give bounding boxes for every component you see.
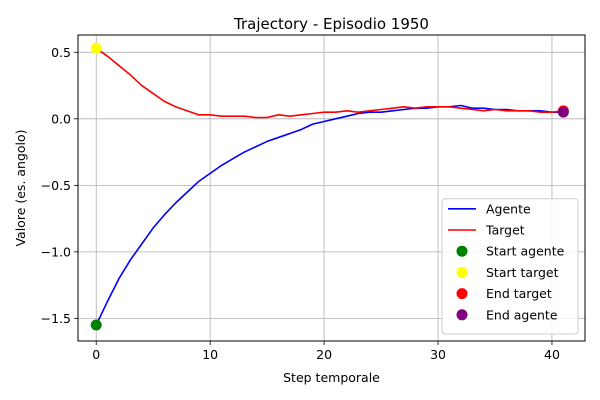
legend-box <box>441 198 579 335</box>
legend: Agente Target Start agente Start target End … <box>441 198 579 335</box>
marker-end-agente <box>557 106 569 118</box>
marker-start-target <box>90 42 102 54</box>
marker-start-agente <box>90 319 102 331</box>
legend-entry-label: Agente <box>486 201 531 216</box>
x-tick-label: 20 <box>316 347 332 362</box>
y-tick-label: −1.0 <box>41 244 71 259</box>
y-tick-label: −0.5 <box>41 178 71 193</box>
x-tick-label: 10 <box>202 347 218 362</box>
chart-title: Trajectory - Episodio 1950 <box>233 15 429 33</box>
y-tick-label: 0.0 <box>51 111 71 126</box>
legend-entry-label: Target <box>485 223 525 238</box>
series-lines <box>95 47 564 326</box>
x-tick-label: 40 <box>544 347 560 362</box>
y-tick-label: 0.5 <box>51 45 71 60</box>
x-axis-label: Step temporale <box>283 370 380 385</box>
grid <box>78 35 585 341</box>
y-tick-label: −1.5 <box>41 311 71 326</box>
series-line-target <box>95 47 564 119</box>
legend-swatch-dot <box>456 288 468 300</box>
legend-swatch-dot <box>456 309 468 321</box>
legend-entry-label: End target <box>486 286 552 301</box>
legend-swatch-dot <box>456 266 468 278</box>
y-axis-ticks: −1.5 −1.0 −0.5 0.0 0.5 <box>41 45 78 326</box>
x-tick-label: 0 <box>92 347 100 362</box>
legend-swatch-dot <box>456 245 468 257</box>
series-line-agente <box>95 104 564 326</box>
legend-entry-label: Start target <box>486 265 559 280</box>
legend-entry-label: Start agente <box>486 244 565 259</box>
series-markers <box>90 42 569 331</box>
legend-entry-label: End agente <box>486 307 558 322</box>
plot-frame <box>77 34 586 342</box>
x-axis-ticks: 0 10 20 30 40 <box>92 341 560 362</box>
y-axis-label: Valore (es. angolo) <box>13 129 28 246</box>
x-tick-label: 30 <box>430 347 446 362</box>
